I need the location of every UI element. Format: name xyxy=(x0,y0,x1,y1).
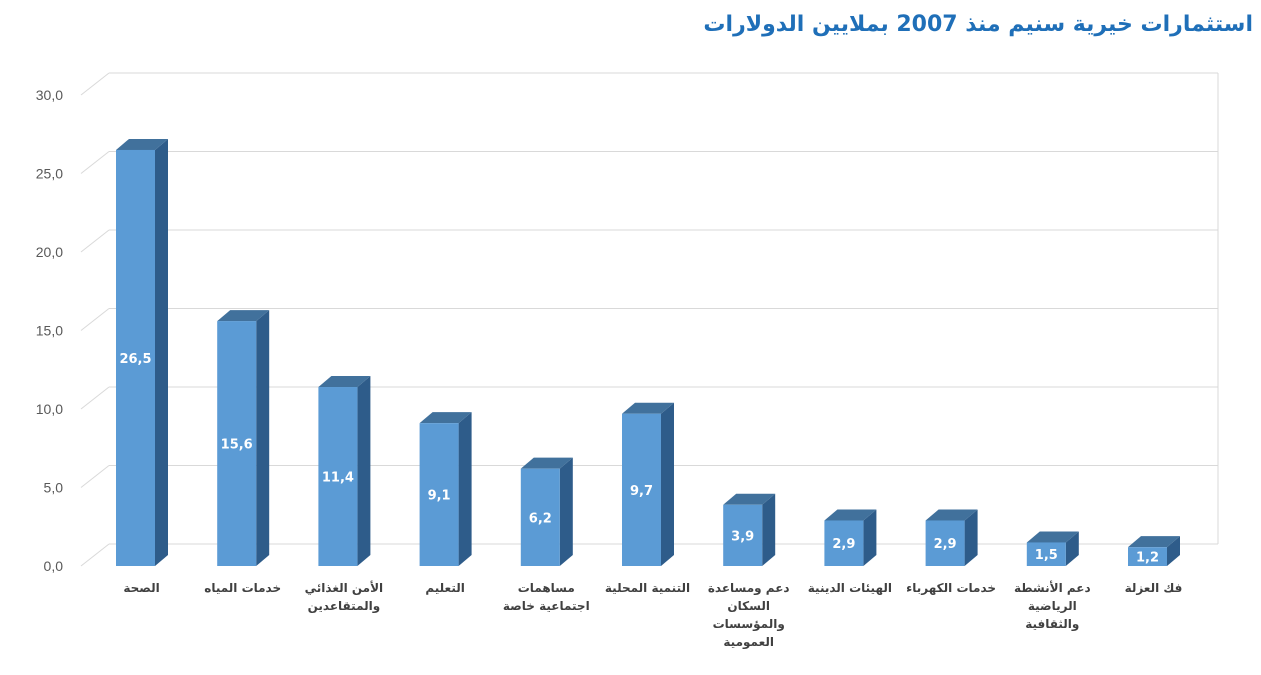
bar-top xyxy=(318,376,371,388)
y-axis-ticks: 0,0 5,0 10,0 15,0 20,0 25,0 30,0 xyxy=(36,87,63,574)
bar xyxy=(925,509,978,566)
value-label: 6,2 xyxy=(529,511,552,526)
bar xyxy=(318,376,371,566)
category-label: فك العزلة xyxy=(1125,581,1183,595)
gridline-slant xyxy=(80,72,110,96)
category-label: خدمات المياه xyxy=(204,581,281,595)
bar-top xyxy=(1026,531,1079,543)
gridline-slant xyxy=(80,151,110,174)
bar-front xyxy=(520,468,560,566)
category-label: خدمات الكهرباء xyxy=(906,581,996,595)
bar-side xyxy=(458,412,472,566)
y-tick-label: 25,0 xyxy=(36,166,63,182)
bars xyxy=(116,138,1180,566)
bar-side xyxy=(559,457,573,566)
value-label: 11,4 xyxy=(322,471,354,486)
bar-front xyxy=(925,520,965,566)
category-label: الهيئات الدينية xyxy=(808,581,892,595)
bar-front xyxy=(622,413,661,566)
value-labels: 26,5 15,6 11,4 9,1 6,2 9,7 3,9 2,9 2,9 1,5 1,2 xyxy=(119,352,1159,566)
bar-side xyxy=(863,509,877,566)
bar-top xyxy=(419,412,472,424)
category-label: التنمية المحلية xyxy=(605,581,690,595)
bar-side xyxy=(1065,531,1079,566)
y-tick-label: 5,0 xyxy=(44,480,64,496)
value-label: 1,2 xyxy=(1136,551,1159,566)
bar-front xyxy=(1026,542,1066,566)
chart-title: استثمارات خيرية سنيم منذ 2007 بملايين ال… xyxy=(703,12,1253,37)
bar-front xyxy=(419,423,459,566)
category-labels: الصحة خدمات المياه الأمن الغذائي والمتقاعدي… xyxy=(123,580,1182,650)
y-tick-label: 10,0 xyxy=(36,401,63,417)
bar xyxy=(622,402,674,566)
value-label: 2,9 xyxy=(934,537,957,552)
bar-side xyxy=(357,376,371,566)
bar-front xyxy=(217,321,257,566)
bar-side xyxy=(762,493,776,566)
category-label: التعليم xyxy=(425,581,465,595)
bar-front xyxy=(824,520,864,566)
bar xyxy=(1128,536,1180,566)
gridline-slant xyxy=(80,465,110,488)
category-label: دعم الأنشطة الرياضية والثقافية xyxy=(1014,580,1091,632)
value-label: 9,7 xyxy=(630,484,653,499)
bar-side xyxy=(155,138,168,566)
value-label: 3,9 xyxy=(731,529,754,544)
bar xyxy=(1026,531,1079,566)
bar-side xyxy=(1167,536,1180,566)
category-label: الأمن الغذائي والمتقاعدين xyxy=(305,580,384,614)
category-label: الصحة xyxy=(123,581,159,595)
bar-top xyxy=(116,138,168,150)
bar xyxy=(723,493,776,566)
bar-side xyxy=(661,402,674,566)
bar-top xyxy=(824,509,877,521)
gridline-slant xyxy=(80,386,110,410)
bar xyxy=(116,138,168,566)
bar xyxy=(217,310,270,566)
y-tick-label: 20,0 xyxy=(36,244,63,260)
y-tick-label: 15,0 xyxy=(36,323,63,339)
bar xyxy=(419,412,472,566)
gridline-slant xyxy=(80,308,110,331)
bar-front xyxy=(723,504,763,566)
bar-front xyxy=(318,387,358,566)
bar-top xyxy=(520,457,573,469)
bar-side xyxy=(256,310,270,566)
bar-front xyxy=(1128,547,1167,566)
value-label: 9,1 xyxy=(428,489,451,504)
category-label: مساهمات اجتماعية خاصة xyxy=(503,581,590,613)
value-label: 26,5 xyxy=(119,352,151,367)
value-label: 15,6 xyxy=(221,438,253,453)
bar-top xyxy=(622,402,674,414)
gridline-slant xyxy=(80,229,110,253)
y-tick-label: 30,0 xyxy=(36,87,63,103)
gridline-slant xyxy=(80,543,110,567)
bar xyxy=(520,457,573,566)
bar xyxy=(824,509,877,566)
bar-side xyxy=(964,509,978,566)
bar-top xyxy=(925,509,978,521)
value-label: 1,5 xyxy=(1035,548,1058,563)
value-label: 2,9 xyxy=(832,537,855,552)
category-label: دعم ومساعدة السكان والمؤسسات العمومية xyxy=(708,581,790,650)
bar-top xyxy=(1128,536,1180,548)
bar-front xyxy=(116,149,155,566)
bar-top xyxy=(217,310,270,322)
y-tick-label: 0,0 xyxy=(44,558,64,574)
bar-top xyxy=(723,493,776,505)
